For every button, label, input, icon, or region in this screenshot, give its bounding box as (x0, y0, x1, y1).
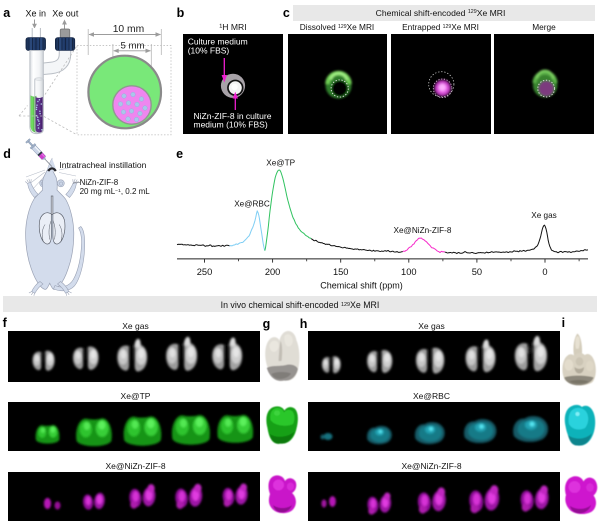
svg-text:Xe@TP: Xe@TP (266, 159, 295, 168)
svg-text:Culture medium: Culture medium (188, 36, 248, 46)
svg-text:Xe@NiZn-ZIF-8: Xe@NiZn-ZIF-8 (394, 226, 452, 235)
svg-text:200: 200 (265, 267, 281, 277)
svg-text:50: 50 (472, 267, 482, 277)
svg-text:(10% FBS): (10% FBS) (188, 45, 230, 55)
svg-text:NiZn-ZIF-8 in culture: NiZn-ZIF-8 in culture (194, 111, 272, 121)
svg-text:5 mm: 5 mm (121, 40, 145, 51)
svg-text:10 mm: 10 mm (113, 24, 144, 35)
svg-text:Xe@RBC: Xe@RBC (234, 200, 270, 209)
svg-text:Chemical shift (ppm): Chemical shift (ppm) (320, 281, 403, 291)
svg-text:150: 150 (333, 267, 349, 277)
svg-text:Xe out: Xe out (52, 8, 79, 18)
svg-text:Xe gas: Xe gas (531, 211, 557, 220)
svg-text:Xe in: Xe in (26, 8, 47, 18)
svg-text:250: 250 (197, 267, 213, 277)
svg-text:0: 0 (542, 267, 547, 277)
svg-text:100: 100 (401, 267, 417, 277)
svg-text:medium (10% FBS): medium (10% FBS) (194, 119, 268, 129)
